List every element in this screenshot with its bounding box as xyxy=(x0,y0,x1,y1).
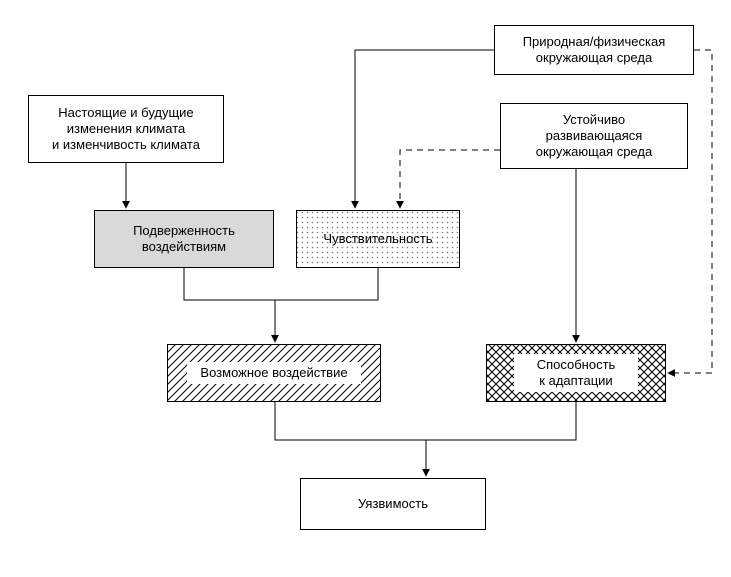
node-env-phys-label: Природная/физическаяокружающая среда xyxy=(523,34,666,67)
diagram-canvas: Настоящие и будущиеизменения климатаи из… xyxy=(0,0,731,577)
node-env-built: Устойчиворазвивающаясяокружающая среда xyxy=(500,103,688,169)
node-exposure-label: Подверженностьвоздействиям xyxy=(133,223,235,256)
node-env-built-label: Устойчиворазвивающаясяокружающая среда xyxy=(536,112,652,161)
node-impact: Возможное воздействие xyxy=(167,344,381,402)
node-climate: Настоящие и будущиеизменения климатаи из… xyxy=(28,95,224,163)
node-env-phys: Природная/физическаяокружающая среда xyxy=(494,25,694,75)
node-adapt-label: Способностьк адаптации xyxy=(537,357,616,390)
node-exposure: Подверженностьвоздействиям xyxy=(94,210,274,268)
node-vuln: Уязвимость xyxy=(300,478,486,530)
node-impact-label: Возможное воздействие xyxy=(200,365,347,381)
node-vuln-label: Уязвимость xyxy=(358,496,428,512)
node-climate-label: Настоящие и будущиеизменения климатаи из… xyxy=(52,105,200,154)
node-adapt: Способностьк адаптации xyxy=(486,344,666,402)
node-sensitivity: Чувствительность xyxy=(296,210,460,268)
node-sensitivity-label: Чувствительность xyxy=(323,231,432,247)
